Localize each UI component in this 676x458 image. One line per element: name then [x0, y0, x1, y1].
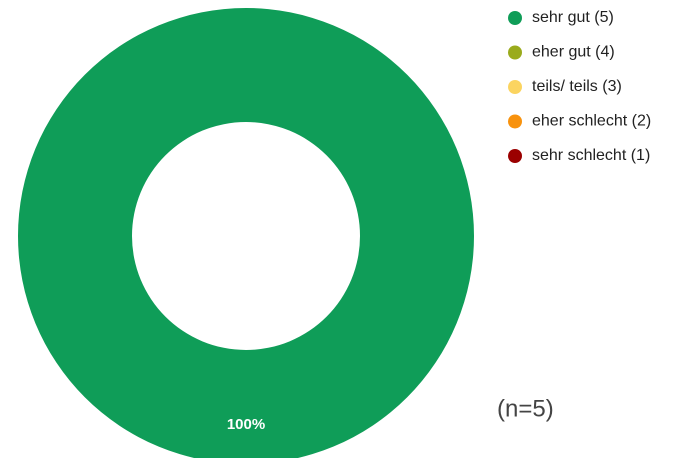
- legend-marker: [508, 45, 522, 60]
- legend-label: sehr gut (5): [532, 9, 614, 26]
- legend-label: sehr schlecht (1): [532, 147, 650, 164]
- legend-label: teils/ teils (3): [532, 78, 622, 95]
- data-label: 100%: [227, 416, 265, 433]
- legend-marker: [508, 11, 522, 25]
- annotation: (n=5): [497, 395, 554, 422]
- donut-segment: [18, 8, 474, 458]
- legend-label: eher schlecht (2): [532, 113, 651, 130]
- legend-marker: [508, 149, 522, 163]
- legend-marker: [508, 80, 522, 94]
- legend-marker: [508, 114, 522, 129]
- legend-label: eher gut (4): [532, 44, 615, 61]
